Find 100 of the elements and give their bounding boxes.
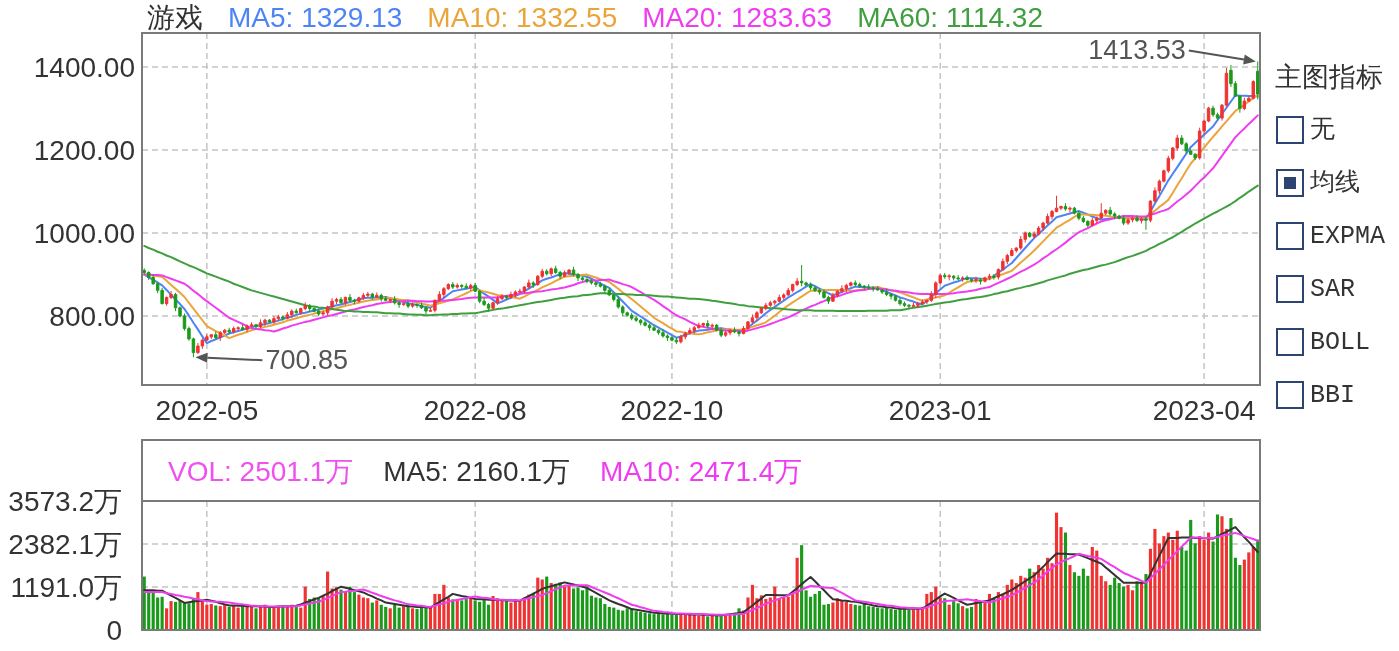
bar [952, 601, 956, 630]
bar [156, 597, 160, 630]
bar [1090, 546, 1094, 630]
candlestick [884, 288, 889, 297]
candlestick [495, 295, 500, 306]
candlestick [974, 276, 978, 284]
candlestick [893, 294, 898, 303]
bar [1117, 583, 1121, 630]
x-tick-label: 2022-08 [423, 395, 527, 426]
candlestick [196, 342, 200, 355]
bar [844, 601, 848, 630]
candlestick [692, 325, 697, 335]
candlestick [835, 289, 840, 298]
bar [911, 609, 915, 630]
candlestick [227, 327, 231, 335]
bar [782, 597, 786, 630]
bar [889, 609, 893, 630]
bar [777, 598, 781, 630]
candlestick [348, 293, 352, 303]
candlestick [553, 265, 558, 275]
candlestick [258, 318, 263, 329]
bar [965, 608, 969, 630]
chart-title: 游戏 [147, 2, 203, 33]
candlestick [406, 300, 410, 309]
candlestick [1068, 206, 1072, 213]
candlestick [468, 283, 473, 292]
candlestick [272, 315, 276, 325]
candlestick [249, 321, 254, 328]
candlestick [638, 318, 643, 326]
bar [370, 602, 374, 630]
bar [616, 609, 620, 630]
y-tick-label: 2382.1万 [8, 528, 122, 560]
candlestick [486, 302, 491, 313]
candlestick [732, 326, 737, 334]
bar [1247, 552, 1251, 630]
bar [862, 604, 866, 630]
bar [576, 587, 580, 630]
candlestick [585, 276, 589, 284]
candlestick [1027, 231, 1032, 239]
bar [1139, 583, 1144, 630]
bar [817, 591, 822, 630]
bar [947, 604, 951, 630]
bar [1077, 575, 1081, 630]
bar [1233, 557, 1237, 630]
candlestick [294, 308, 299, 315]
candlestick [665, 333, 670, 342]
bar [867, 606, 871, 630]
candlestick [1036, 225, 1041, 237]
candlestick [1121, 215, 1126, 226]
candlestick [518, 288, 522, 294]
bar [478, 601, 482, 630]
bar [648, 613, 652, 630]
y-tick-label: 1191.0万 [10, 571, 122, 603]
bar [218, 606, 222, 630]
candlestick [710, 323, 714, 330]
text: MA10: 2471.4万 [600, 456, 803, 487]
candlestick [442, 286, 446, 299]
candlestick [853, 279, 858, 288]
candlestick [831, 292, 835, 303]
candlestick [670, 335, 674, 342]
bar [786, 596, 790, 630]
candlestick [844, 283, 849, 293]
candlestick [146, 270, 151, 281]
bar [634, 611, 638, 630]
bar [1189, 519, 1193, 630]
candlestick [276, 314, 281, 321]
candlestick [969, 278, 974, 283]
text: MA60: 1114.32 [857, 2, 1043, 33]
bar [1144, 574, 1148, 630]
candlestick [321, 310, 325, 317]
text: SAR [1310, 274, 1356, 304]
candlestick [960, 275, 965, 283]
bar [594, 597, 598, 630]
candlestick [603, 284, 607, 294]
bar [460, 600, 464, 630]
candlestick [987, 273, 992, 281]
bar [245, 606, 249, 630]
candlestick [920, 298, 925, 305]
text: 均线 [1309, 168, 1360, 198]
bar [165, 608, 169, 630]
candlestick [558, 270, 562, 280]
candlestick [737, 329, 741, 337]
bar [706, 616, 710, 630]
candlestick [383, 295, 388, 302]
candlestick [567, 268, 571, 276]
text: MA10: 1332.55 [427, 2, 618, 33]
candlestick [388, 298, 392, 303]
bar [187, 603, 191, 630]
candlestick [281, 315, 285, 322]
bar [464, 598, 468, 630]
candlestick [683, 331, 688, 340]
text: VOL: 2501.1万 [168, 456, 354, 487]
x-tick-label: 2023-01 [888, 395, 992, 426]
candlestick [352, 298, 357, 305]
candlestick [531, 280, 536, 289]
bar [361, 597, 365, 630]
bar [898, 609, 902, 630]
candlestick [1242, 97, 1247, 111]
candlestick [1081, 215, 1086, 224]
candlestick [907, 303, 911, 310]
